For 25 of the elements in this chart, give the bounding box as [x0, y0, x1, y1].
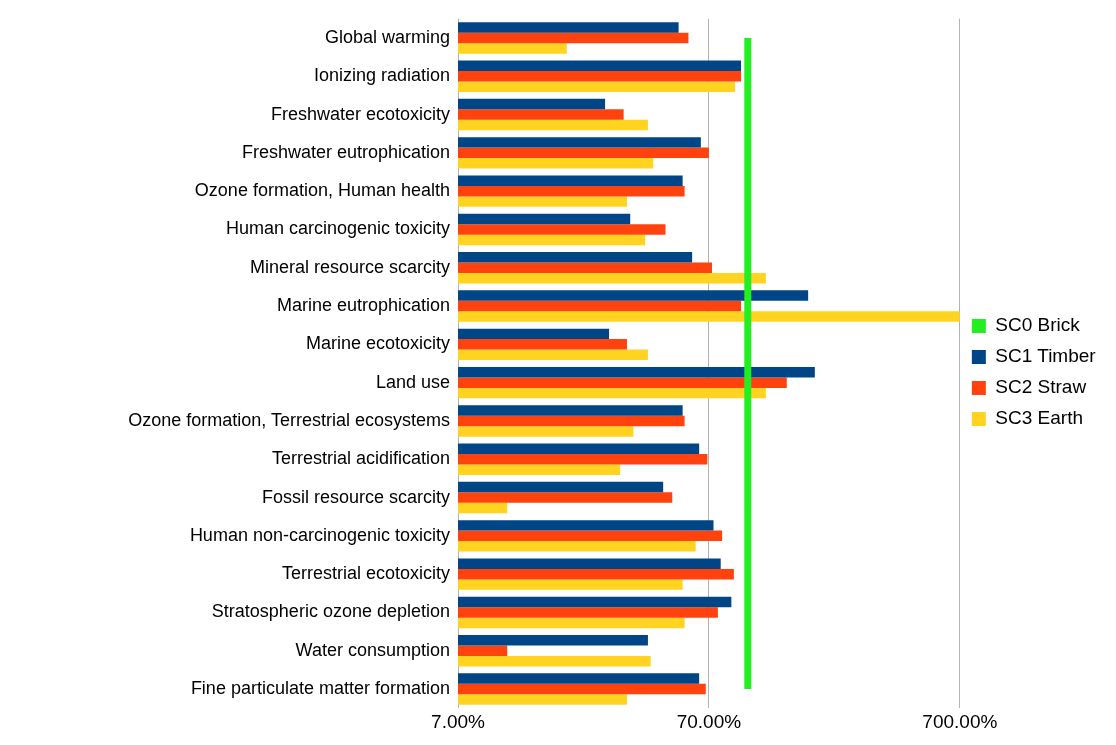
- y-tick-label: Marine eutrophication: [276, 295, 450, 316]
- y-tick-label: Stratospheric ozone depletion: [211, 601, 450, 622]
- y-tick-label: Ionizing radiation: [313, 65, 450, 86]
- y-tick-label: Land use: [375, 371, 450, 392]
- y-tick-label: Fine particulate matter formation: [190, 678, 450, 699]
- y-tick-label: Global warming: [324, 26, 450, 47]
- y-tick-label: Mineral resource scarcity: [249, 256, 450, 277]
- legend-label: SC2 Straw: [995, 376, 1087, 398]
- legend-label: SC0 Brick: [995, 314, 1081, 336]
- y-tick-label: Fossil resource scarcity: [261, 486, 450, 507]
- y-tick-label: Freshwater eutrophication: [241, 141, 450, 162]
- x-tick-label: 700.00%: [922, 710, 998, 732]
- x-tick-label: 7.00%: [431, 710, 486, 732]
- legend-label: SC1 Timber: [995, 345, 1097, 367]
- y-tick-label: Human non-carcinogenic toxicity: [189, 524, 450, 545]
- y-tick-label: Freshwater ecotoxicity: [270, 103, 450, 124]
- y-tick-label: Water consumption: [295, 639, 450, 660]
- x-tick-label: 70.00%: [676, 710, 742, 732]
- y-tick-label: Ozone formation, Terrestrial ecosystems: [128, 409, 450, 430]
- y-tick-label: Ozone formation, Human health: [194, 180, 450, 201]
- legend-label: SC3 Earth: [995, 407, 1084, 429]
- y-tick-label: Terrestrial acidification: [271, 448, 450, 469]
- y-tick-label: Terrestrial ecotoxicity: [281, 563, 450, 584]
- y-tick-label: Marine ecotoxicity: [305, 333, 450, 354]
- y-tick-label: Human carcinogenic toxicity: [225, 218, 450, 239]
